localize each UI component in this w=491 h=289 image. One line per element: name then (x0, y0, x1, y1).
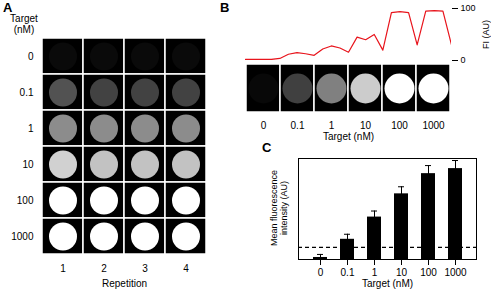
html-text:intensity (AU): intensity (AU) (279, 181, 289, 235)
svg-text:1: 1 (60, 263, 66, 274)
svg-text:100: 100 (17, 195, 34, 206)
svg-text:0: 0 (461, 55, 466, 64)
html-text:A: A (3, 0, 13, 15)
html-text:Target: Target (10, 13, 38, 24)
svg-text:1: 1 (28, 123, 34, 134)
svg-text:3: 3 (142, 263, 148, 274)
html-text:(nM): (nM) (13, 24, 35, 35)
svg-text:10: 10 (396, 267, 408, 278)
html-text:B: B (220, 0, 230, 15)
svg-text:1: 1 (329, 120, 335, 131)
svg-text:FI (AU): FI (AU) (481, 20, 491, 49)
svg-text:0.1: 0.1 (291, 120, 305, 131)
svg-text:1000: 1000 (11, 231, 34, 242)
html-text:C: C (262, 140, 272, 155)
svg-text:1: 1 (372, 267, 378, 278)
svg-text:1000: 1000 (422, 120, 445, 131)
svg-text:100: 100 (461, 3, 476, 13)
svg-text:2: 2 (101, 263, 107, 274)
html-text:Mean fluorescence: Mean fluorescence (269, 170, 279, 246)
svg-text:1000: 1000 (444, 267, 467, 278)
svg-text:0: 0 (318, 267, 324, 278)
svg-text:Target (nM): Target (nM) (362, 278, 413, 289)
svg-text:10: 10 (22, 159, 34, 170)
svg-text:0.1: 0.1 (20, 87, 34, 98)
svg-text:100: 100 (420, 267, 437, 278)
svg-text:10: 10 (360, 120, 372, 131)
svg-text:Target (nM): Target (nM) (323, 131, 374, 142)
svg-text:0.1: 0.1 (341, 267, 355, 278)
svg-text:Repetition: Repetition (102, 278, 147, 289)
svg-text:0: 0 (28, 51, 34, 62)
svg-text:100: 100 (391, 120, 408, 131)
svg-text:4: 4 (183, 263, 189, 274)
svg-text:0: 0 (261, 120, 267, 131)
